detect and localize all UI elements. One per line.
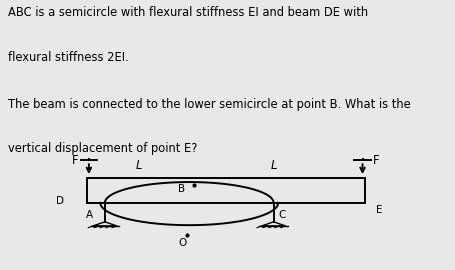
Text: C: C xyxy=(278,210,285,220)
Text: F: F xyxy=(72,154,78,167)
Text: flexural stiffness 2EI.: flexural stiffness 2EI. xyxy=(8,50,129,63)
Text: F: F xyxy=(372,154,379,167)
Text: vertical displacement of point E?: vertical displacement of point E? xyxy=(8,142,197,155)
Text: E: E xyxy=(375,205,382,215)
Text: O: O xyxy=(178,238,186,248)
Text: D: D xyxy=(56,195,64,205)
Text: L: L xyxy=(270,159,276,172)
Text: L: L xyxy=(136,159,142,172)
Text: ABC is a semicircle with flexural stiffness EI and beam DE with: ABC is a semicircle with flexural stiffn… xyxy=(8,6,368,19)
Text: A: A xyxy=(86,210,93,220)
Text: B: B xyxy=(177,184,184,194)
Text: The beam is connected to the lower semicircle at point B. What is the: The beam is connected to the lower semic… xyxy=(8,98,410,111)
